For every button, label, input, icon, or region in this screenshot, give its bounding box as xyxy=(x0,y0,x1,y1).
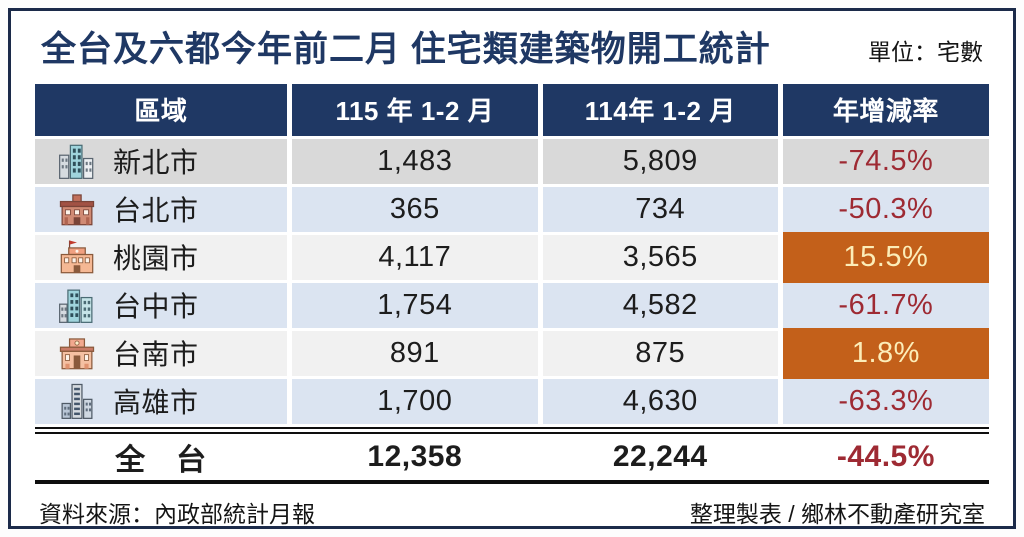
total-row: 全 台 12,358 22,244 -44.5% xyxy=(35,426,989,484)
region-label: 桃園市 xyxy=(113,243,199,274)
flag-building-icon xyxy=(55,237,99,277)
table-cell-yoy: -74.5% xyxy=(782,138,989,184)
office-towers-icon xyxy=(55,285,99,325)
table-cell-yoy: 1.8% xyxy=(782,327,989,379)
table-cell-yoy: 15.5% xyxy=(782,231,989,283)
table-row-region: 台北市 xyxy=(35,186,287,232)
table-cell-yoy: -50.3% xyxy=(782,186,989,232)
region-label: 台中市 xyxy=(113,291,199,322)
data-source-label: 資料來源：內政部統計月報 xyxy=(39,500,315,527)
table-cell-114: 734 xyxy=(542,186,778,232)
total-cell-115: 12,358 xyxy=(291,436,538,477)
unit-label: 單位：宅數 xyxy=(868,38,983,65)
header-cell-yoy: 年增減率 xyxy=(782,83,989,136)
stats-table: 區域 115 年 1-2 月 114年 1-2 月 年增減率 xyxy=(35,83,989,424)
page-title: 全台及六都今年前二月 住宅類建築物開工統計 xyxy=(41,30,771,69)
skyscrapers-icon xyxy=(55,141,99,181)
region-label: 新北市 xyxy=(113,147,199,178)
header-cell-115: 115 年 1-2 月 xyxy=(291,83,538,136)
total-cell-114: 22,244 xyxy=(542,436,778,477)
table-cell-115: 1,700 xyxy=(291,378,538,424)
credit-label: 整理製表 / 鄉林不動產研究室 xyxy=(689,500,985,527)
table-cell-115: 891 xyxy=(291,330,538,376)
region-label: 台北市 xyxy=(113,195,199,226)
table-cell-115: 365 xyxy=(291,186,538,232)
table-cell-114: 4,582 xyxy=(542,282,778,328)
region-label: 高雄市 xyxy=(113,387,199,418)
table-cell-115: 4,117 xyxy=(291,234,538,280)
historic-building-icon xyxy=(55,333,99,373)
table-cell-114: 4,630 xyxy=(542,378,778,424)
total-region-label: 全 台 xyxy=(35,436,287,477)
table-cell-114: 3,565 xyxy=(542,234,778,280)
table-row-region: 台南市 xyxy=(35,330,287,376)
table-row-region: 桃園市 xyxy=(35,234,287,280)
government-building-icon xyxy=(55,189,99,229)
table-cell-115: 1,483 xyxy=(291,138,538,184)
table-cell-yoy: -63.3% xyxy=(782,378,989,424)
region-label: 台南市 xyxy=(113,339,199,370)
header-cell-114: 114年 1-2 月 xyxy=(542,83,778,136)
header-cell-region: 區域 xyxy=(35,83,287,136)
table-row-region: 台中市 xyxy=(35,282,287,328)
table-cell-114: 5,809 xyxy=(542,138,778,184)
footer: 資料來源：內政部統計月報 整理製表 / 鄉林不動產研究室 xyxy=(35,484,989,529)
title-bar: 全台及六都今年前二月 住宅類建築物開工統計 單位：宅數 xyxy=(35,27,989,84)
table-cell-115: 1,754 xyxy=(291,282,538,328)
sky-tower-icon xyxy=(55,381,99,421)
infographic-frame: 全台及六都今年前二月 住宅類建築物開工統計 單位：宅數 區域 115 年 1-2… xyxy=(8,8,1016,529)
table-row-region: 高雄市 xyxy=(35,378,287,424)
total-cell-yoy: -44.5% xyxy=(782,436,989,477)
table-row-region: 新北市 xyxy=(35,138,287,184)
table-cell-yoy: -61.7% xyxy=(782,282,989,328)
table-cell-114: 875 xyxy=(542,330,778,376)
